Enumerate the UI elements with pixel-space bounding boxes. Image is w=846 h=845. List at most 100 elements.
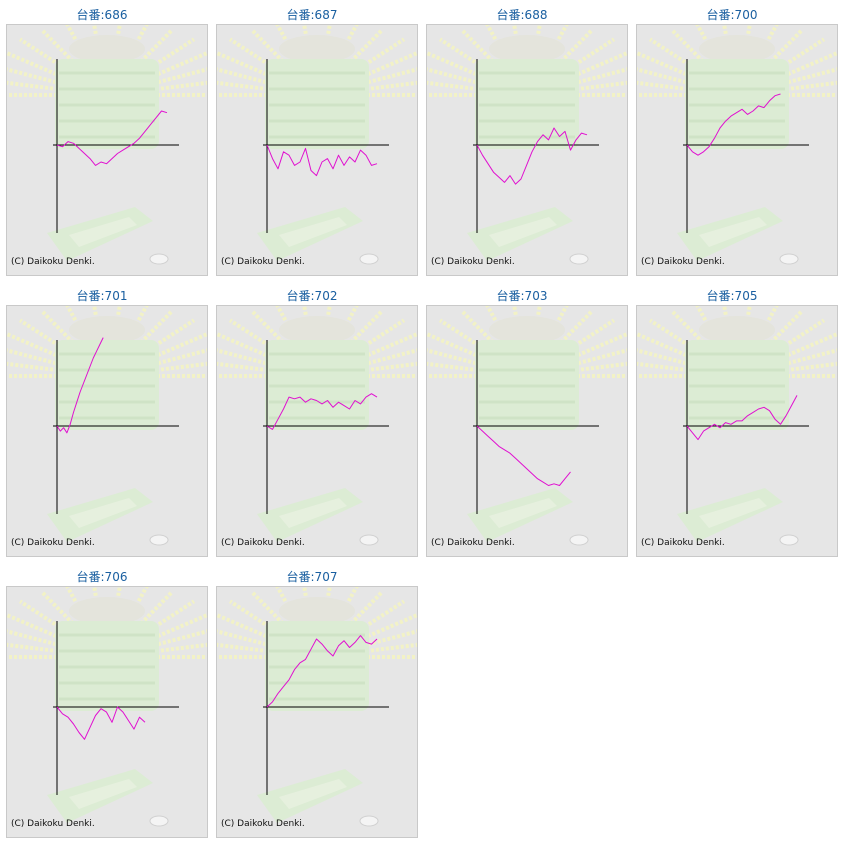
tray-inner bbox=[699, 498, 767, 528]
graph-cell: 台番:701 (C) Daikoku Denki. bbox=[0, 281, 208, 561]
medal-coin bbox=[149, 534, 169, 546]
tray-inner bbox=[489, 498, 557, 528]
background-art bbox=[427, 25, 627, 265]
sunburst-ray bbox=[275, 25, 307, 76]
sunburst-ray bbox=[7, 612, 76, 646]
sunburst-ray bbox=[747, 306, 779, 357]
sunburst-ray bbox=[117, 25, 149, 76]
pile-top bbox=[279, 597, 355, 625]
sunburst-ray bbox=[427, 50, 496, 84]
sunburst-ray bbox=[353, 629, 417, 650]
machine-number-title: 台番:703 bbox=[496, 289, 548, 303]
tray-inner bbox=[69, 498, 137, 528]
graph-cell: 台番:702 (C) Daikoku Denki. bbox=[210, 281, 418, 561]
background-art bbox=[217, 306, 417, 546]
sunburst-ray bbox=[558, 50, 627, 84]
sunburst-ray bbox=[768, 50, 837, 84]
sunburst-ray bbox=[65, 587, 97, 638]
series-line bbox=[56, 337, 104, 434]
sunburst-ray bbox=[773, 348, 837, 369]
tray-inner bbox=[279, 779, 347, 809]
graph-frame: (C) Daikoku Denki. bbox=[6, 586, 208, 838]
pile-top bbox=[279, 316, 355, 344]
sunburst-ray bbox=[65, 25, 97, 76]
graph-cell: 台番:688 (C) Daikoku Denki. bbox=[420, 0, 628, 280]
sunburst-ray bbox=[348, 50, 417, 84]
series-line bbox=[686, 395, 798, 441]
graph-cell: 台番:687 (C) Daikoku Denki. bbox=[210, 0, 418, 280]
graph-svg bbox=[7, 306, 207, 546]
graph-frame: (C) Daikoku Denki. bbox=[216, 24, 418, 276]
sunburst-ray bbox=[427, 331, 496, 365]
sunburst-ray bbox=[485, 25, 517, 76]
copyright-text: (C) Daikoku Denki. bbox=[221, 257, 305, 267]
sunburst-ray bbox=[7, 629, 71, 650]
medal-coin bbox=[359, 253, 379, 265]
graph-frame: (C) Daikoku Denki. bbox=[426, 305, 628, 557]
medal-coin bbox=[359, 815, 379, 827]
sunburst-ray bbox=[563, 67, 627, 88]
sunburst-ray bbox=[327, 587, 359, 638]
sunburst-ray bbox=[537, 25, 569, 76]
pile-top bbox=[489, 35, 565, 63]
sunburst-ray bbox=[427, 67, 491, 88]
machine-number-title: 台番:701 bbox=[76, 289, 128, 303]
copyright-text: (C) Daikoku Denki. bbox=[11, 257, 95, 267]
sunburst-ray bbox=[275, 587, 307, 638]
sunburst-ray bbox=[747, 25, 779, 76]
background-art bbox=[7, 306, 207, 546]
medal-coin bbox=[779, 253, 799, 265]
sunburst-ray bbox=[143, 348, 207, 369]
tray-inner bbox=[279, 498, 347, 528]
tray-inner bbox=[279, 217, 347, 247]
sunburst-ray bbox=[7, 67, 71, 88]
sunburst-ray bbox=[217, 331, 286, 365]
sunburst-ray bbox=[485, 306, 517, 357]
sunburst-ray bbox=[427, 348, 491, 369]
copyright-text: (C) Daikoku Denki. bbox=[431, 257, 515, 267]
copyright-text: (C) Daikoku Denki. bbox=[11, 819, 95, 829]
sunburst-ray bbox=[143, 67, 207, 88]
graph-svg bbox=[7, 587, 207, 827]
series-line bbox=[476, 425, 571, 486]
graph-frame: (C) Daikoku Denki. bbox=[6, 305, 208, 557]
sunburst-ray bbox=[217, 67, 281, 88]
graph-svg bbox=[217, 25, 417, 265]
sunburst-ray bbox=[637, 348, 701, 369]
graph-cell: 台番:700 (C) Daikoku Denki. bbox=[630, 0, 838, 280]
sunburst-ray bbox=[138, 612, 207, 646]
graph-svg bbox=[637, 25, 837, 265]
sunburst-ray bbox=[768, 331, 837, 365]
sunburst-ray bbox=[138, 331, 207, 365]
sunburst-ray bbox=[117, 587, 149, 638]
graph-frame: (C) Daikoku Denki. bbox=[6, 24, 208, 276]
machine-number-title: 台番:707 bbox=[286, 570, 338, 584]
sunburst-ray bbox=[558, 331, 627, 365]
graph-frame: (C) Daikoku Denki. bbox=[636, 24, 838, 276]
sunburst-ray bbox=[143, 629, 207, 650]
graph-svg bbox=[637, 306, 837, 546]
sunburst-ray bbox=[7, 331, 76, 365]
tray-inner bbox=[69, 779, 137, 809]
graph-frame: (C) Daikoku Denki. bbox=[426, 24, 628, 276]
pile-top bbox=[69, 597, 145, 625]
machine-number-title: 台番:705 bbox=[706, 289, 758, 303]
sunburst-ray bbox=[117, 306, 149, 357]
sunburst-ray bbox=[353, 348, 417, 369]
sunburst-ray bbox=[537, 306, 569, 357]
graph-cell: 台番:706 (C) Daikoku Denki. bbox=[0, 562, 208, 842]
background-art bbox=[427, 306, 627, 546]
sunburst-ray bbox=[217, 50, 286, 84]
machine-number-title: 台番:688 bbox=[496, 8, 548, 22]
copyright-text: (C) Daikoku Denki. bbox=[11, 538, 95, 548]
copyright-text: (C) Daikoku Denki. bbox=[641, 538, 725, 548]
sunburst-ray bbox=[327, 306, 359, 357]
pile-top bbox=[489, 316, 565, 344]
copyright-text: (C) Daikoku Denki. bbox=[431, 538, 515, 548]
series-line bbox=[266, 393, 378, 430]
graph-svg bbox=[217, 306, 417, 546]
pile-top bbox=[279, 35, 355, 63]
medal-coin bbox=[359, 534, 379, 546]
copyright-text: (C) Daikoku Denki. bbox=[641, 257, 725, 267]
